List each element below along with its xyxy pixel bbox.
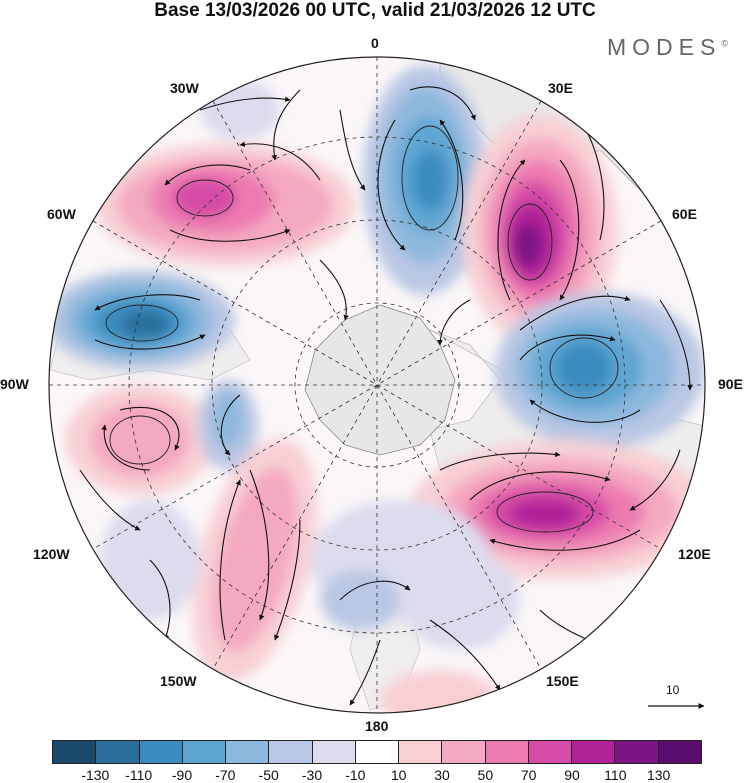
anomaly-fields	[49, 65, 705, 713]
lon-label-30w: 30W	[170, 80, 199, 96]
map-disk	[49, 57, 705, 713]
colorbar-cell	[441, 741, 485, 763]
colorbar-cell	[268, 741, 312, 763]
europe-positive	[462, 115, 618, 345]
colorbar-cell	[484, 741, 528, 763]
colorbar-tick-label: 30	[434, 767, 450, 783]
colorbar-cell	[53, 741, 96, 763]
canada-negative	[49, 270, 235, 370]
chart-title: Base 13/03/2026 00 UTC, valid 21/03/2026…	[154, 0, 596, 21]
lon-label-150e: 150E	[546, 673, 579, 689]
colorbar-cell	[354, 741, 399, 763]
colorbar-tick-label: -50	[258, 767, 279, 783]
lon-label-30e: 30E	[548, 80, 573, 96]
colorbar-ticks: -130 -110 -90 -70 -50 -30 -10 10 30 50 70 90 110 130	[52, 767, 702, 783]
lon-label-180: 180	[365, 718, 389, 734]
wind-streamlines	[79, 86, 693, 706]
colorbar-cell	[657, 741, 701, 763]
colorbar-tick-label: 50	[477, 767, 494, 783]
colorbar-tick-label: 70	[520, 767, 537, 783]
lon-label-120w: 120W	[33, 546, 70, 562]
colorbar-tick-label: 110	[604, 767, 627, 783]
colorbar-cell	[181, 741, 226, 763]
colorbar-tick-label: 10	[390, 767, 407, 783]
far-east-positive	[410, 440, 705, 580]
brand-mark: ©	[721, 38, 728, 49]
lon-label-150w: 150W	[160, 673, 197, 689]
colorbar-tick-label: -110	[125, 767, 153, 783]
brand-logo: MODES©	[607, 34, 728, 61]
colorbar-cell	[311, 741, 355, 763]
colorbar-cell	[95, 741, 139, 763]
colorbar-tick-label: -10	[345, 767, 366, 783]
map-boundary	[48, 56, 706, 714]
lon-label-60e: 60E	[672, 206, 697, 222]
lon-label-60w: 60W	[47, 206, 76, 222]
colorbar-cell	[614, 741, 658, 763]
greenland-positive	[95, 143, 355, 267]
colorbar-cell	[398, 741, 442, 763]
colorbar-cell	[571, 741, 615, 763]
lon-label-0: 0	[371, 35, 379, 51]
brand-text: MODES	[607, 34, 722, 60]
siberia-negative	[495, 292, 705, 448]
colorbar-cell	[527, 741, 572, 763]
north-pacific-positive	[192, 438, 318, 682]
colorbar-tick-label: 130	[646, 767, 671, 783]
colorbar-tick-label: -130	[81, 767, 110, 783]
eastern-pacific-positive	[65, 385, 215, 495]
colorbar-tick-label: -90	[171, 767, 193, 783]
alaska-negative	[198, 380, 258, 470]
lon-label-120e: 120E	[678, 546, 711, 562]
colorbar-cell	[138, 741, 182, 763]
lon-label-90e: 90E	[718, 376, 743, 392]
colorbar-tick-label: -30	[301, 767, 323, 783]
colorbar	[52, 740, 702, 764]
lon-label-90w: 90W	[0, 376, 29, 392]
colorbar-tick-label: 90	[564, 767, 580, 783]
colorbar-cell	[225, 741, 269, 763]
closed-contours	[105, 125, 619, 533]
reference-vector-label: 10	[666, 683, 680, 697]
bering-positive	[380, 670, 500, 713]
colorbar-tick-label: -70	[215, 767, 236, 783]
